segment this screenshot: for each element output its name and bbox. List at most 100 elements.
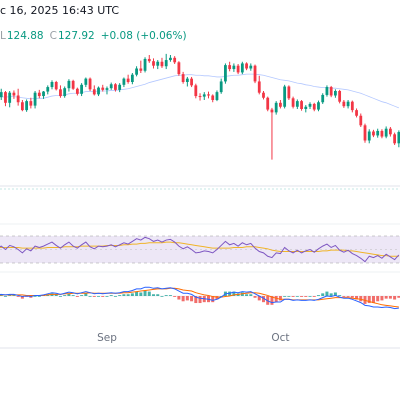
macd-histogram-bar <box>71 295 75 296</box>
macd-histogram-bar <box>16 296 20 297</box>
candle-body <box>177 62 181 75</box>
candle-body <box>384 128 388 137</box>
macd-histogram-bar <box>308 296 312 297</box>
macd-line <box>0 286 399 310</box>
candle-body <box>355 110 358 116</box>
candle-body <box>270 109 274 113</box>
macd-histogram-bar <box>20 296 24 299</box>
candle-body <box>59 89 62 97</box>
candle-body <box>8 92 12 103</box>
rsi-line <box>0 236 400 263</box>
candle-body <box>54 82 58 90</box>
macd-histogram-bar <box>346 296 350 297</box>
macd-histogram-bar <box>371 296 375 304</box>
candle-body <box>152 61 155 66</box>
candle-body <box>147 58 151 62</box>
macd-histogram-bar <box>329 293 333 296</box>
macd-histogram-bar <box>283 296 287 297</box>
candle-body <box>257 81 261 93</box>
chart-datetime: c 16, 2025 16:43 UTC <box>0 4 120 17</box>
candle-body <box>380 130 384 137</box>
macd-histogram-bar <box>300 296 304 297</box>
candle-body <box>75 88 79 94</box>
candle-body <box>33 92 37 106</box>
candle-body <box>334 91 337 96</box>
macd-histogram-bar <box>118 295 122 296</box>
macd-histogram-bar <box>3 296 7 297</box>
macd-histogram-bar <box>181 296 185 302</box>
candle-body <box>291 98 295 107</box>
macd-histogram-bar <box>367 296 371 304</box>
macd-histogram-bar <box>350 296 354 298</box>
macd-histogram-bar <box>228 291 232 296</box>
macd-histogram-bar <box>333 292 337 296</box>
macd-histogram-bar <box>8 295 12 296</box>
candle-body <box>46 87 50 92</box>
macd-histogram-bar <box>190 296 194 302</box>
candle-body <box>325 87 329 95</box>
macd-histogram-bar <box>168 295 172 296</box>
candle-body <box>156 61 160 66</box>
macd-histogram-bar <box>160 296 164 297</box>
macd-histogram-bar <box>143 290 147 296</box>
macd-histogram-bar <box>215 296 219 300</box>
candle-body <box>135 68 138 75</box>
macd-histogram-bar <box>278 296 282 301</box>
candle-body <box>84 78 88 85</box>
candle-body <box>397 132 400 144</box>
candle-body <box>245 63 248 69</box>
macd-histogram-bar <box>270 296 274 305</box>
macd-histogram-bar <box>139 292 143 296</box>
candle-body <box>71 80 75 89</box>
candle-body <box>224 65 227 82</box>
macd-histogram-bar <box>122 294 126 296</box>
candle-body <box>219 81 223 93</box>
macd-histogram-bar <box>156 294 160 296</box>
candle-body <box>329 87 333 96</box>
macd-histogram-bar <box>261 296 265 303</box>
candle-body <box>346 101 350 107</box>
candle-body <box>29 101 33 106</box>
candle-body <box>169 57 172 61</box>
macd-histogram-bar <box>113 296 117 297</box>
candle-body <box>105 88 109 90</box>
candle-body <box>215 92 219 100</box>
low-label: L <box>0 30 6 42</box>
macd-histogram-bar <box>105 296 109 297</box>
candle-body <box>372 131 375 136</box>
macd-histogram-bar <box>75 296 79 297</box>
candle-body <box>25 101 29 111</box>
candle-body <box>376 130 380 136</box>
macd-histogram-bar <box>67 293 71 296</box>
macd-histogram-bar <box>185 296 189 301</box>
candle-body <box>240 63 244 73</box>
candle-body <box>173 57 177 63</box>
candle-body <box>80 84 83 94</box>
candle-body <box>185 78 189 82</box>
candle-body <box>16 95 20 103</box>
candle-body <box>198 96 202 98</box>
candle-body <box>274 102 278 113</box>
candle-body <box>321 94 325 103</box>
candle-body <box>338 91 342 102</box>
macd-histogram-bar <box>316 295 320 296</box>
macd-histogram-bar <box>245 294 249 296</box>
close-value: 127.92 <box>57 30 95 42</box>
macd-histogram-bar <box>376 296 380 302</box>
macd-histogram-bar <box>58 296 62 297</box>
candle-body <box>207 94 210 96</box>
candle-body <box>202 94 206 97</box>
macd-histogram-bar <box>88 296 92 297</box>
macd-histogram-bar <box>359 296 363 302</box>
candle-body <box>287 86 291 99</box>
candle-body <box>63 88 67 97</box>
candle-body <box>300 101 303 109</box>
candle-body <box>50 82 54 88</box>
candle-body <box>67 80 71 89</box>
candle-body <box>109 84 113 89</box>
candle-body <box>367 131 371 141</box>
macd-histogram-bar <box>274 296 278 303</box>
candle-body <box>359 115 363 126</box>
macd-histogram-bar <box>101 296 105 297</box>
